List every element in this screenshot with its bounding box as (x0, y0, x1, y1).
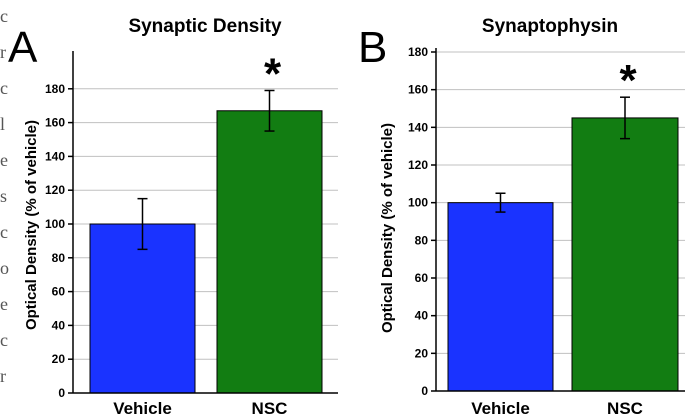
edge-char: c (0, 6, 8, 26)
y-tick-label-a: 120 (45, 183, 65, 197)
edge-char: r (0, 42, 6, 62)
edge-char: l (0, 114, 5, 134)
x-tick-label-vehicle: Vehicle (113, 399, 172, 418)
bar-vehicle (89, 223, 196, 394)
y-tick-label-a: 160 (45, 116, 65, 130)
chart-panel-b: Synaptophysin Optical Density (% of vehi… (379, 16, 685, 418)
y-tick-label-a: 20 (52, 352, 66, 366)
y-tick-label-a: 0 (58, 386, 65, 400)
significance-star: * (264, 49, 282, 98)
edge-char: c (0, 330, 8, 350)
y-tick-label-b: 180 (408, 45, 428, 59)
x-tick-label-nsc: NSC (252, 399, 288, 418)
y-axis-label-b: Optical Density (% of vehicle) (379, 123, 396, 333)
y-tick-label-a: 100 (45, 217, 65, 231)
edge-char: o (0, 258, 9, 278)
x-tick-label-nsc: NSC (607, 399, 643, 418)
edge-char: s (0, 186, 7, 206)
y-tick-label-b: 40 (415, 309, 429, 323)
y-tick-label-b: 160 (408, 83, 428, 97)
bar-vehicle (447, 202, 554, 392)
y-tick-label-b: 140 (408, 120, 428, 134)
edge-char: c (0, 222, 8, 242)
bar-nsc (571, 117, 679, 392)
edge-char: e (0, 150, 8, 170)
y-tick-label-a: 40 (52, 318, 66, 332)
y-tick-label-b: 60 (415, 271, 429, 285)
panel-letter-b: B (358, 23, 387, 72)
y-tick-label-a: 80 (52, 251, 66, 265)
y-tick-label-b: 0 (421, 384, 428, 398)
y-tick-label-a: 140 (45, 149, 65, 163)
significance-star: * (619, 56, 637, 105)
y-tick-label-a: 60 (52, 285, 66, 299)
panel-letter-a: A (8, 23, 38, 72)
y-tick-label-b: 80 (415, 233, 429, 247)
chart-title-a: Synaptic Density (128, 16, 282, 37)
y-tick-label-b: 20 (415, 346, 429, 360)
edge-char: c (0, 78, 8, 98)
y-axis-label-a: Optical Density (% of vehicle) (23, 120, 40, 330)
chart-panel-a: Synaptic Density Optical Density (% of v… (23, 16, 338, 418)
edge-char: r (0, 366, 6, 386)
chart-title-b: Synaptophysin (482, 16, 618, 37)
y-tick-label-a: 180 (45, 82, 65, 96)
x-tick-label-vehicle: Vehicle (471, 399, 530, 418)
y-tick-label-b: 100 (408, 196, 428, 210)
y-tick-label-b: 120 (408, 158, 428, 172)
edge-char: e (0, 294, 8, 314)
bar-nsc (216, 110, 323, 394)
